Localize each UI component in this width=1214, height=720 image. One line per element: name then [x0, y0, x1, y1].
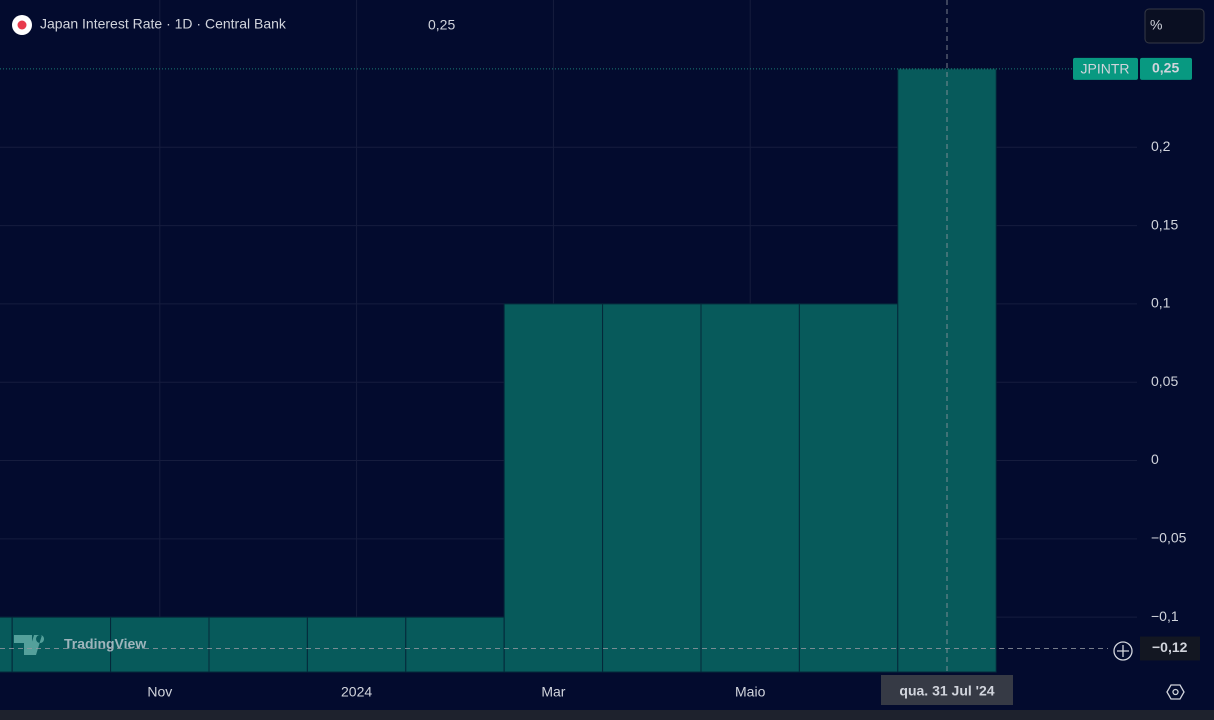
y-tick-label: −0,05	[1151, 530, 1187, 546]
y-tick-label: 0,1	[1151, 295, 1171, 311]
y-tick-label: 0,2	[1151, 138, 1171, 154]
watermark: TradingView	[64, 636, 146, 652]
add-button[interactable]	[1113, 641, 1133, 661]
crosshair-y-label: −0,12	[1152, 639, 1188, 655]
settings-icon	[1172, 688, 1179, 696]
x-tick-label: Nov	[147, 684, 172, 700]
bar	[798, 303, 899, 673]
add-icon	[1117, 645, 1129, 657]
y-tick-label: 0,15	[1151, 216, 1178, 232]
watermark-logo	[14, 635, 45, 655]
crosshair-x-badge	[881, 675, 1013, 705]
crosshair-x-label: qua. 31 Jul '24	[899, 683, 994, 699]
x-tick-label: Maio	[735, 684, 766, 700]
settings-button[interactable]	[1166, 684, 1185, 700]
x-tick-label: 2024	[341, 684, 372, 700]
bar	[503, 303, 604, 673]
last-value-label: 0,25	[1152, 60, 1179, 76]
bar	[602, 303, 702, 673]
y-tick-label: 0,05	[1151, 373, 1178, 389]
bar	[700, 303, 800, 673]
symbol-badge	[1073, 57, 1138, 80]
bar	[110, 616, 210, 673]
bar	[306, 616, 407, 673]
unit-label[interactable]: %	[1150, 17, 1162, 33]
crosshair-y-badge	[1140, 636, 1200, 661]
chart-title: Japan Interest Rate · 1D · Central Bank	[40, 16, 287, 32]
symbol-label: JPINTR	[1081, 61, 1130, 77]
header-last-value: 0,25	[428, 17, 455, 33]
x-tick-label: Mar	[541, 684, 565, 700]
unit-button[interactable]	[1144, 8, 1205, 44]
bar	[0, 616, 13, 673]
y-tick-label: −0,1	[1151, 608, 1179, 624]
bar	[405, 616, 505, 673]
bar	[208, 616, 308, 673]
last-value-badge	[1140, 57, 1192, 80]
y-tick-label: 0	[1151, 451, 1159, 467]
plot-area	[0, 0, 1137, 673]
flag-dot	[17, 20, 27, 30]
